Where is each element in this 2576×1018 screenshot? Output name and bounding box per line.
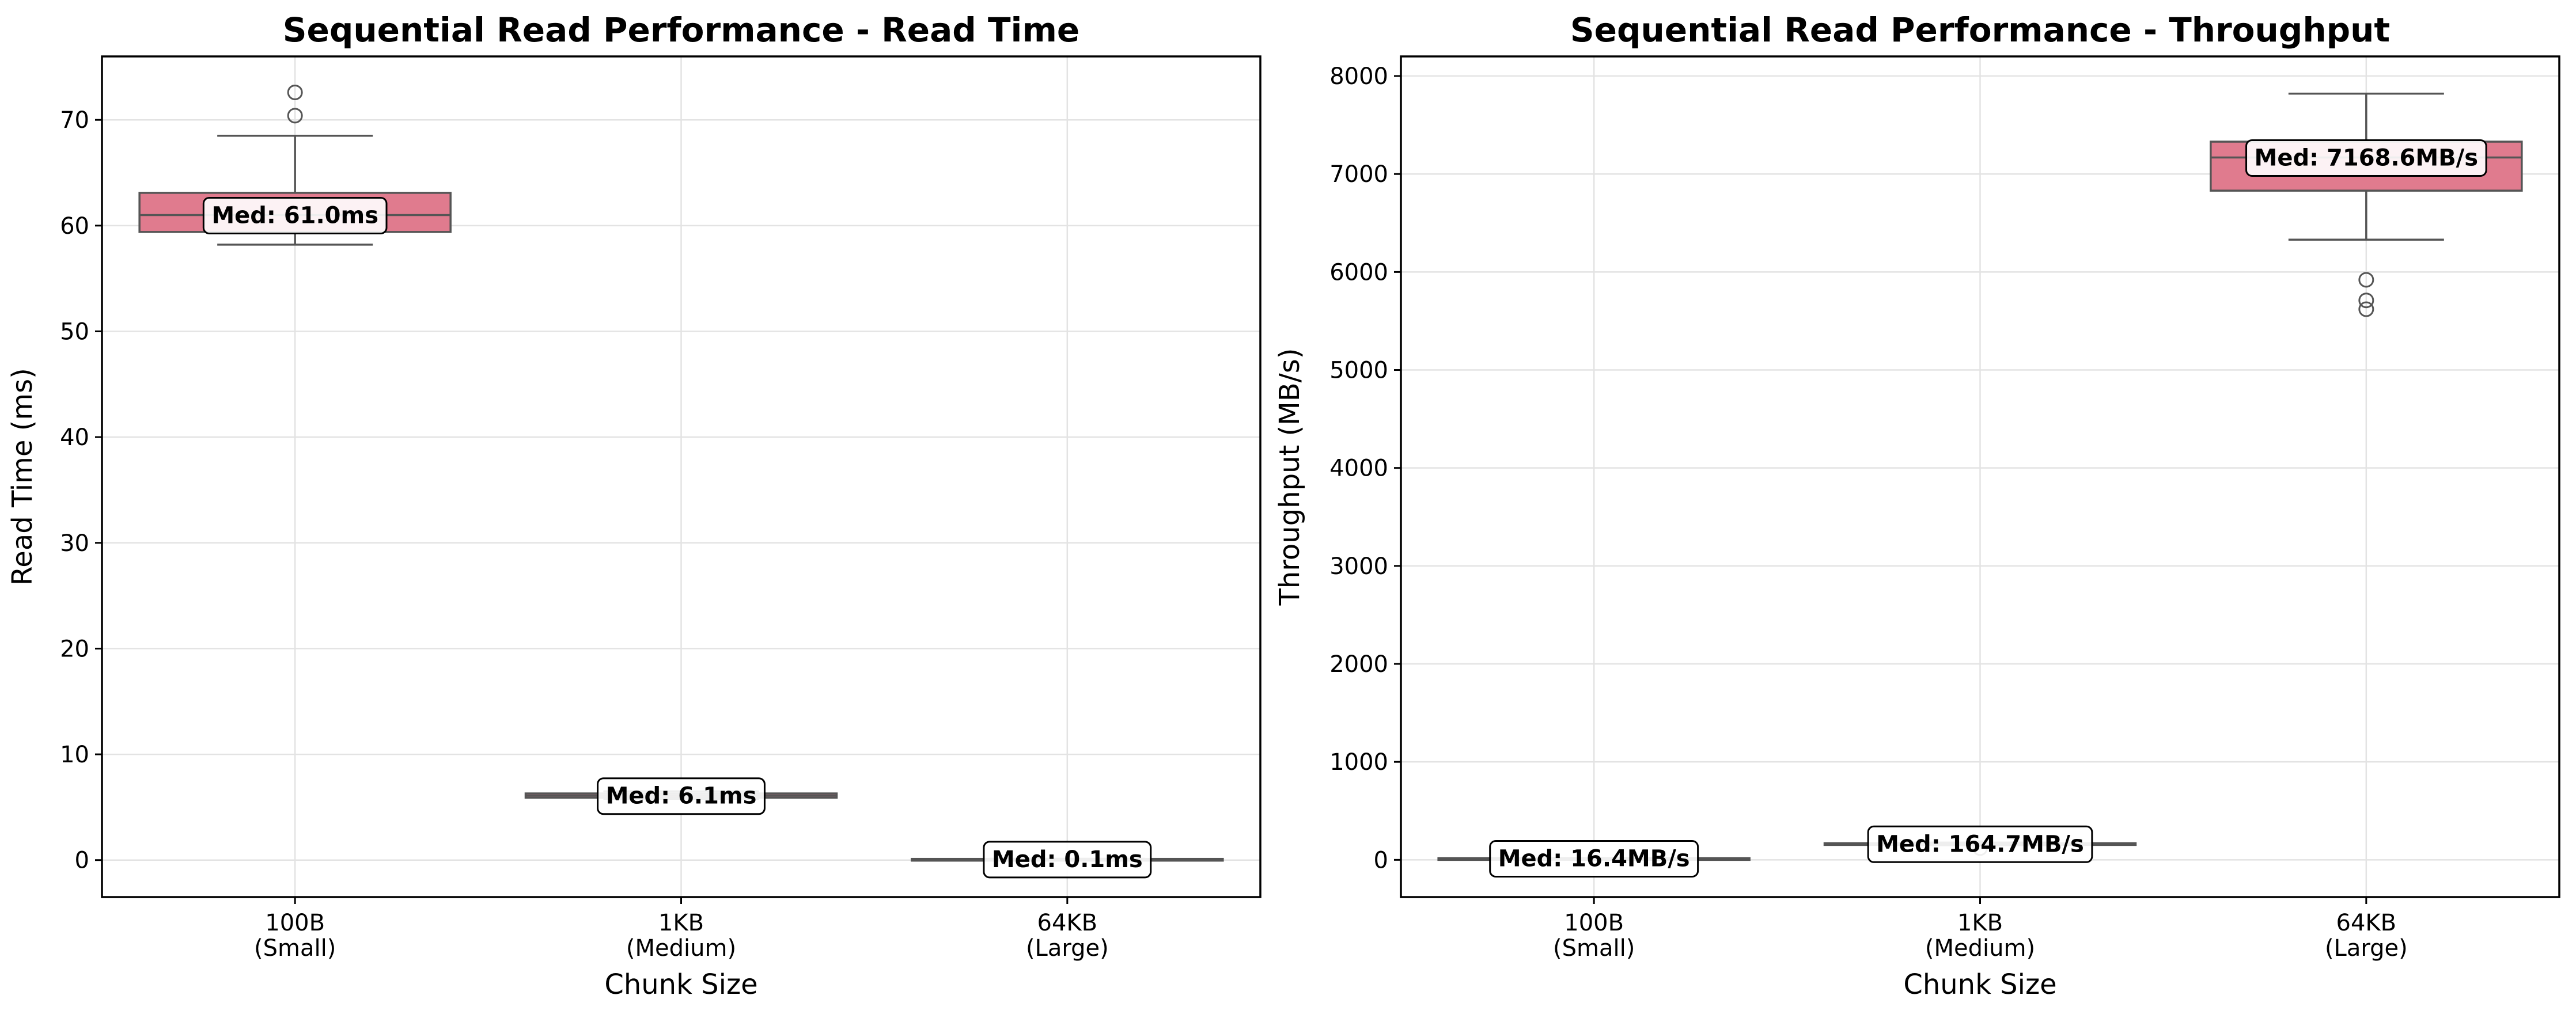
throughput-median-annotation: Med: 16.4MB/s	[1489, 840, 1699, 878]
throughput-outlier-point	[2358, 301, 2374, 317]
throughput-median-label-box	[1489, 840, 1699, 878]
throughput-plot-frame	[1400, 55, 2560, 898]
read-time-x-tick-sublabel: (Medium)	[626, 935, 736, 962]
read-time-x-tick-sublabel: (Small)	[254, 935, 336, 962]
read-time-median-label: Med: 6.1ms	[606, 783, 757, 810]
throughput-panel: Sequential Read Performance - Throughput…	[1274, 10, 2560, 1001]
read-time-outlier-point	[287, 108, 303, 124]
read-time-x-tick-label: 100B	[265, 910, 325, 936]
read-time-x-axis-label: Chunk Size	[604, 968, 757, 1001]
read-time-median-annotation: Med: 6.1ms	[597, 777, 766, 815]
throughput-x-tick-sublabel: (Large)	[2325, 935, 2408, 962]
read-time-x-tick-label: 64KB	[1037, 910, 1098, 936]
throughput-y-tick-label: 1000	[1329, 749, 1388, 776]
throughput-outlier-point	[2358, 272, 2374, 288]
read-time-y-tick-label: 0	[75, 848, 89, 874]
throughput-median-label-box	[2245, 139, 2487, 177]
read-time-y-tick-label: 70	[60, 107, 89, 134]
read-time-outlier-point	[287, 84, 303, 100]
throughput-x-tick-label: 1KB	[1957, 910, 2003, 936]
throughput-y-axis-label: Throughput (MB/s)	[1274, 348, 1306, 606]
throughput-outlier-point	[2358, 293, 2374, 309]
throughput-y-tick-label: 6000	[1329, 259, 1388, 286]
throughput-chart-title: Sequential Read Performance - Throughput	[1570, 10, 2390, 50]
throughput-x-tick-sublabel: (Medium)	[1925, 935, 2035, 962]
throughput-median-label: Med: 7168.6MB/s	[2255, 145, 2479, 172]
throughput-gridlines	[1401, 56, 2559, 897]
read-time-x-tick-sublabel: (Large)	[1026, 935, 1109, 962]
throughput-y-tick-label: 7000	[1329, 161, 1388, 188]
throughput-median-annotation: Med: 7168.6MB/s	[2245, 139, 2487, 177]
throughput-y-tick-label: 3000	[1329, 553, 1388, 580]
read-time-median-annotation: Med: 0.1ms	[983, 841, 1152, 879]
read-time-median-label: Med: 61.0ms	[211, 202, 378, 229]
throughput-y-tick-label: 0	[1374, 847, 1388, 873]
read-time-gridlines	[102, 56, 1260, 897]
read-time-median-label-box	[597, 777, 766, 815]
read-time-median-label-box	[202, 196, 388, 234]
throughput-median-label: Med: 16.4MB/s	[1498, 846, 1690, 872]
read-time-y-tick-label: 60	[60, 213, 89, 240]
read-time-panel: Sequential Read Performance - Read Time …	[6, 10, 1262, 1001]
throughput-y-tick-label: 5000	[1329, 358, 1388, 384]
read-time-y-tick-label: 20	[60, 636, 89, 662]
read-time-y-tick-label: 50	[60, 318, 89, 345]
throughput-y-tick-label: 4000	[1329, 455, 1388, 482]
throughput-x-tick-sublabel: (Small)	[1553, 935, 1635, 962]
read-time-y-axis-label: Read Time (ms)	[6, 368, 39, 586]
throughput-median-label-box	[1867, 825, 2093, 863]
read-time-chart-title: Sequential Read Performance - Read Time	[283, 10, 1079, 50]
throughput-median-label: Med: 164.7MB/s	[1876, 831, 2084, 857]
read-time-x-tick-label: 1KB	[658, 910, 704, 936]
read-time-median-label: Med: 0.1ms	[992, 846, 1143, 873]
throughput-median-annotation: Med: 164.7MB/s	[1867, 825, 2093, 863]
read-time-median-annotation: Med: 61.0ms	[202, 196, 388, 234]
throughput-x-tick-label: 64KB	[2336, 910, 2397, 936]
read-time-median-label-box	[983, 841, 1152, 879]
read-time-y-tick-label: 40	[60, 424, 89, 451]
throughput-y-tick-label: 2000	[1329, 651, 1388, 678]
read-time-plot-frame	[101, 55, 1262, 898]
read-time-y-tick-label: 30	[60, 530, 89, 557]
throughput-x-axis-label: Chunk Size	[1903, 968, 2056, 1001]
read-time-y-tick-label: 10	[60, 742, 89, 768]
throughput-y-tick-label: 8000	[1329, 63, 1388, 90]
throughput-x-tick-label: 100B	[1564, 910, 1624, 936]
